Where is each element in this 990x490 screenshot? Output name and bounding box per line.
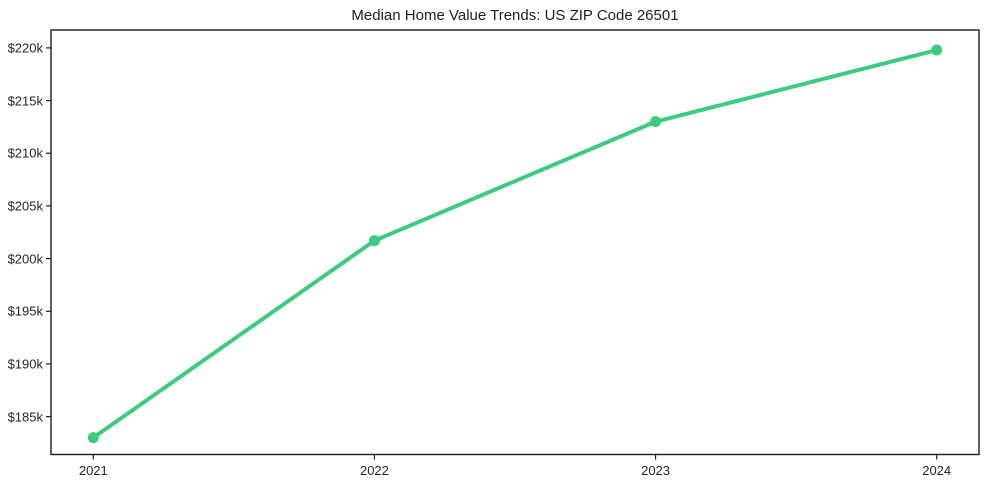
- y-tick-label: $190k: [7, 356, 43, 372]
- data-point-marker: [650, 116, 662, 128]
- y-tick-label: $200k: [7, 251, 43, 267]
- x-tick-label: 2021: [78, 462, 108, 478]
- chart-title: Median Home Value Trends: US ZIP Code 26…: [351, 7, 679, 24]
- data-point-marker: [368, 235, 380, 247]
- y-tick-label: $195k: [7, 303, 43, 319]
- series-line: [91, 48, 939, 440]
- plot-area-border: [50, 29, 980, 456]
- y-tick-label: $210k: [7, 145, 43, 161]
- y-tick-label: $205k: [7, 198, 43, 214]
- y-tick-label: $185k: [7, 409, 43, 425]
- x-tick-label: 2022: [359, 462, 389, 478]
- y-tick-label: $220k: [7, 40, 43, 56]
- data-point-marker: [931, 44, 943, 56]
- x-tick-label: 2024: [922, 462, 952, 478]
- data-point-marker: [87, 432, 99, 444]
- y-tick-label: $215k: [7, 93, 43, 109]
- x-tick-label: 2023: [641, 462, 671, 478]
